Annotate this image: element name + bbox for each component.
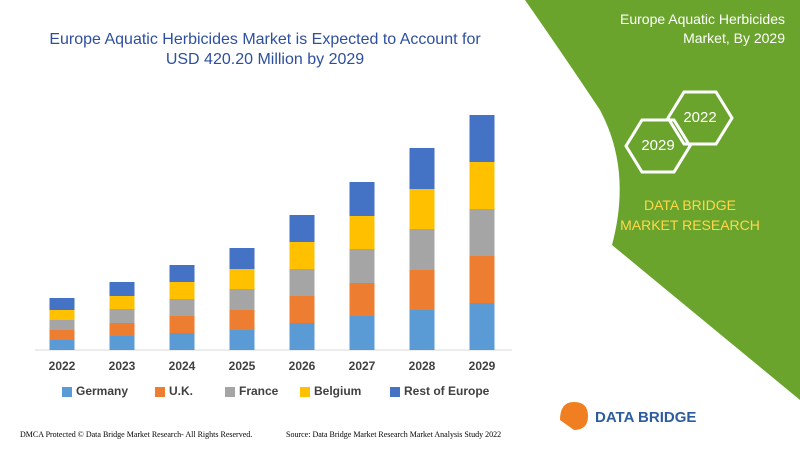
bar-segment (289, 215, 315, 242)
bar-segment (349, 249, 375, 283)
legend-swatch (62, 387, 72, 397)
bar-segment (169, 282, 195, 299)
bar-segment (169, 299, 195, 316)
bar-segment (349, 283, 375, 316)
bar-segment (109, 309, 135, 323)
bar-segment (109, 336, 135, 350)
green-panel (525, 0, 800, 400)
legend-label: Rest of Europe (404, 384, 490, 398)
x-tick-label: 2023 (109, 359, 136, 373)
bar-segment (469, 303, 495, 350)
bar-segment (169, 265, 195, 282)
bar-segment (169, 316, 195, 333)
x-tick-label: 2026 (289, 359, 316, 373)
bar-segment (229, 248, 255, 269)
bar-segment (409, 189, 435, 229)
bar-segment (109, 282, 135, 296)
chart-title: Europe Aquatic Herbicides Market is Expe… (49, 31, 481, 68)
bar-segment (469, 209, 495, 256)
legend-swatch (225, 387, 235, 397)
bar-segment (49, 340, 75, 350)
legend-label: U.K. (169, 384, 193, 398)
legend-label: France (239, 384, 279, 398)
hex-label: 2029 (641, 137, 674, 154)
legend-label: Germany (76, 384, 128, 398)
bar-segment (469, 256, 495, 303)
bar-segment (409, 270, 435, 310)
legend-swatch (155, 387, 165, 397)
bar-segment (109, 296, 135, 309)
bar-segment (49, 320, 75, 330)
bar-segment (49, 310, 75, 320)
footer-right: Source: Data Bridge Market Research Mark… (286, 430, 501, 439)
bar-segment (349, 316, 375, 350)
bar-segment (289, 269, 315, 296)
bar-segment (469, 162, 495, 209)
bar-segment (289, 296, 315, 323)
x-tick-label: 2022 (49, 359, 76, 373)
bar-segment (349, 182, 375, 216)
logo-mark (560, 402, 588, 430)
bar-segment (229, 289, 255, 310)
bar-segment (229, 269, 255, 289)
x-tick-label: 2028 (409, 359, 436, 373)
bar-segment (409, 310, 435, 350)
legend-swatch (300, 387, 310, 397)
x-tick-label: 2025 (229, 359, 256, 373)
bar-segment (49, 298, 75, 310)
hexagon (666, 90, 734, 146)
bar-segment (289, 323, 315, 350)
panel-brand: DATA BRIDGE MARKET RESEARCH (620, 197, 760, 233)
bar-segment (409, 229, 435, 270)
footer-left: DMCA Protected © Data Bridge Market Rese… (20, 430, 252, 439)
hex-label: 2022 (683, 109, 716, 126)
logo-text: DATA BRIDGE (595, 409, 696, 426)
bar-segment (229, 310, 255, 330)
bar-segment (229, 330, 255, 350)
bar-segment (289, 242, 315, 269)
legend-swatch (390, 387, 400, 397)
legend-label: Belgium (314, 384, 361, 398)
panel-heading: Europe Aquatic Herbicides Market, By 202… (620, 11, 785, 46)
bar-segment (169, 333, 195, 350)
x-tick-label: 2027 (349, 359, 376, 373)
bar-segment (49, 330, 75, 340)
bar-segment (409, 148, 435, 189)
hexagon (624, 118, 692, 174)
bar-segment (469, 115, 495, 162)
x-tick-label: 2024 (169, 359, 196, 373)
bar-segment (109, 323, 135, 336)
bar-segment (349, 216, 375, 249)
x-tick-label: 2029 (469, 359, 496, 373)
